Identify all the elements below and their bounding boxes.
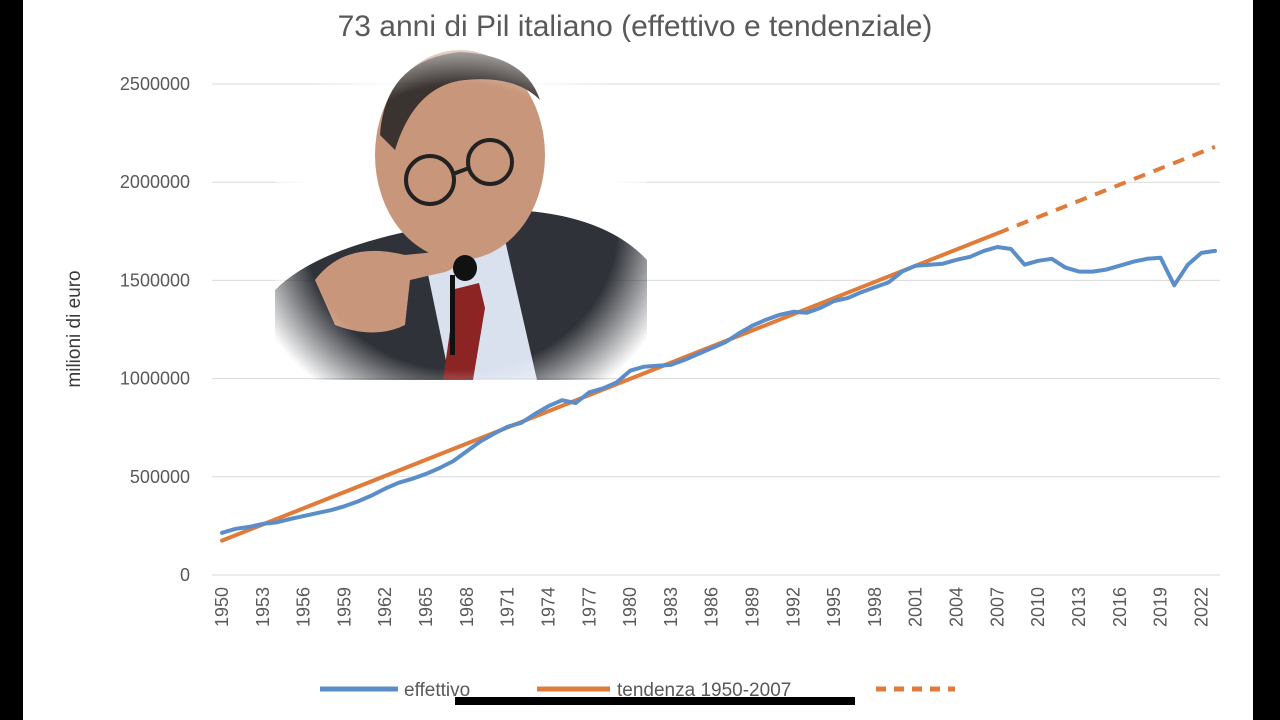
- glasses-right-icon: [466, 138, 514, 186]
- x-tick-label: 2022: [1191, 587, 1211, 627]
- x-tick-label: 1959: [334, 587, 354, 627]
- x-tick-label: 1980: [620, 587, 640, 627]
- x-tick-label: 1962: [375, 587, 395, 627]
- y-tick-label: 2500000: [120, 74, 190, 94]
- x-tick-label: 2007: [987, 587, 1007, 627]
- x-tick-label: 1965: [416, 587, 436, 627]
- legend: effettivo tendenza 1950-2007: [320, 680, 955, 701]
- x-tick-label: 2016: [1110, 587, 1130, 627]
- x-tick-label: 2019: [1151, 587, 1171, 627]
- x-tick-label: 1953: [253, 587, 273, 627]
- y-tick-label: 1500000: [120, 270, 190, 290]
- x-tick-label: 1998: [865, 587, 885, 627]
- x-tick-label: 1950: [212, 587, 232, 627]
- microphone-icon: [453, 255, 477, 281]
- x-tick-label: 1989: [743, 587, 763, 627]
- x-tick-label: 1992: [783, 587, 803, 627]
- x-tick-label: 1956: [294, 587, 314, 627]
- x-tick-label: 1968: [457, 587, 477, 627]
- x-tick-label: 1983: [661, 587, 681, 627]
- x-tick-label: 1974: [538, 587, 558, 627]
- y-tick-label: 1000000: [120, 369, 190, 389]
- series-line-effettivo: [220, 245, 1217, 535]
- x-tick-label: 1971: [498, 587, 518, 627]
- x-tick-label: 2010: [1028, 587, 1048, 627]
- y-tick-label: 500000: [130, 467, 190, 487]
- series-line-tendenza-projection: [996, 144, 1216, 236]
- legend-label-tendenza: tendenza 1950-2007: [617, 680, 791, 701]
- x-tick-label: 2013: [1069, 587, 1089, 627]
- microphone-stem: [450, 275, 455, 355]
- x-axis-ticks: 1950 1953 1956 1959 1962 1965 1968 1971 1974 1977…: [212, 587, 1211, 627]
- x-tick-label: 2001: [906, 587, 926, 627]
- video-scrub-bar[interactable]: [455, 697, 855, 705]
- hair-shape: [380, 52, 540, 150]
- glasses-left-icon: [404, 154, 456, 206]
- legend-label-effettivo: effettivo: [404, 680, 470, 701]
- chart-title: 73 anni di Pil italiano (effettivo e ten…: [338, 10, 933, 43]
- y-tick-label: 2000000: [120, 172, 190, 192]
- x-tick-label: 1977: [579, 587, 599, 627]
- x-tick-label: 1995: [824, 587, 844, 627]
- y-axis-ticks: 0 500000 1000000 1500000 2000000 2500000: [120, 74, 190, 585]
- series-lines: [220, 144, 1217, 543]
- x-tick-label: 2004: [947, 587, 967, 627]
- hand-shape: [315, 250, 459, 333]
- y-tick-label: 0: [180, 565, 190, 585]
- portrait-photo: [275, 40, 647, 380]
- y-axis-title: milioni di euro: [64, 270, 85, 387]
- x-tick-label: 1986: [702, 587, 722, 627]
